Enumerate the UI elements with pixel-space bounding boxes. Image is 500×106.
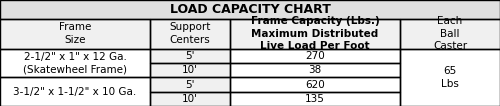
Text: 10': 10' <box>182 94 198 104</box>
Bar <box>150 63 230 77</box>
Bar <box>230 92 400 106</box>
Text: 135: 135 <box>305 94 325 104</box>
Bar <box>150 92 230 106</box>
Text: 5': 5' <box>185 51 195 61</box>
Text: 3-1/2" x 1-1/2" x 10 Ga.: 3-1/2" x 1-1/2" x 10 Ga. <box>14 87 136 97</box>
Bar <box>150 63 230 77</box>
Text: 65
Lbs: 65 Lbs <box>441 66 459 89</box>
Bar <box>150 19 230 49</box>
Bar <box>0 77 150 106</box>
Bar <box>0 0 500 19</box>
Text: 620: 620 <box>305 80 325 90</box>
Bar <box>230 19 400 49</box>
Text: Support
Centers: Support Centers <box>170 22 210 45</box>
Text: 270: 270 <box>305 51 325 61</box>
Bar <box>0 19 150 49</box>
Bar <box>400 19 500 49</box>
Text: Each
Ball
Caster: Each Ball Caster <box>433 16 467 51</box>
Bar <box>150 92 230 106</box>
Bar <box>0 0 500 19</box>
Bar <box>150 49 230 63</box>
Bar <box>150 77 230 92</box>
Bar <box>0 49 150 77</box>
Bar <box>0 19 150 49</box>
Text: Frame Capacity (Lbs.)
Maximum Distributed
Live Load Per Foot: Frame Capacity (Lbs.) Maximum Distribute… <box>250 16 380 51</box>
Text: 5': 5' <box>185 80 195 90</box>
Bar <box>0 77 150 106</box>
Text: Frame
Size: Frame Size <box>59 22 91 45</box>
Bar <box>230 63 400 77</box>
Bar <box>150 77 230 92</box>
Bar <box>400 19 500 49</box>
Text: 10': 10' <box>182 65 198 75</box>
Bar <box>230 77 400 92</box>
Bar <box>230 49 400 63</box>
Bar <box>400 49 500 106</box>
Bar <box>230 19 400 49</box>
Text: 2-1/2" x 1" x 12 Ga.
(Skatewheel Frame): 2-1/2" x 1" x 12 Ga. (Skatewheel Frame) <box>23 52 127 74</box>
Bar <box>150 19 230 49</box>
Text: LOAD CAPACITY CHART: LOAD CAPACITY CHART <box>170 3 330 16</box>
Bar <box>0 49 150 77</box>
Text: 38: 38 <box>308 65 322 75</box>
Bar <box>150 49 230 63</box>
